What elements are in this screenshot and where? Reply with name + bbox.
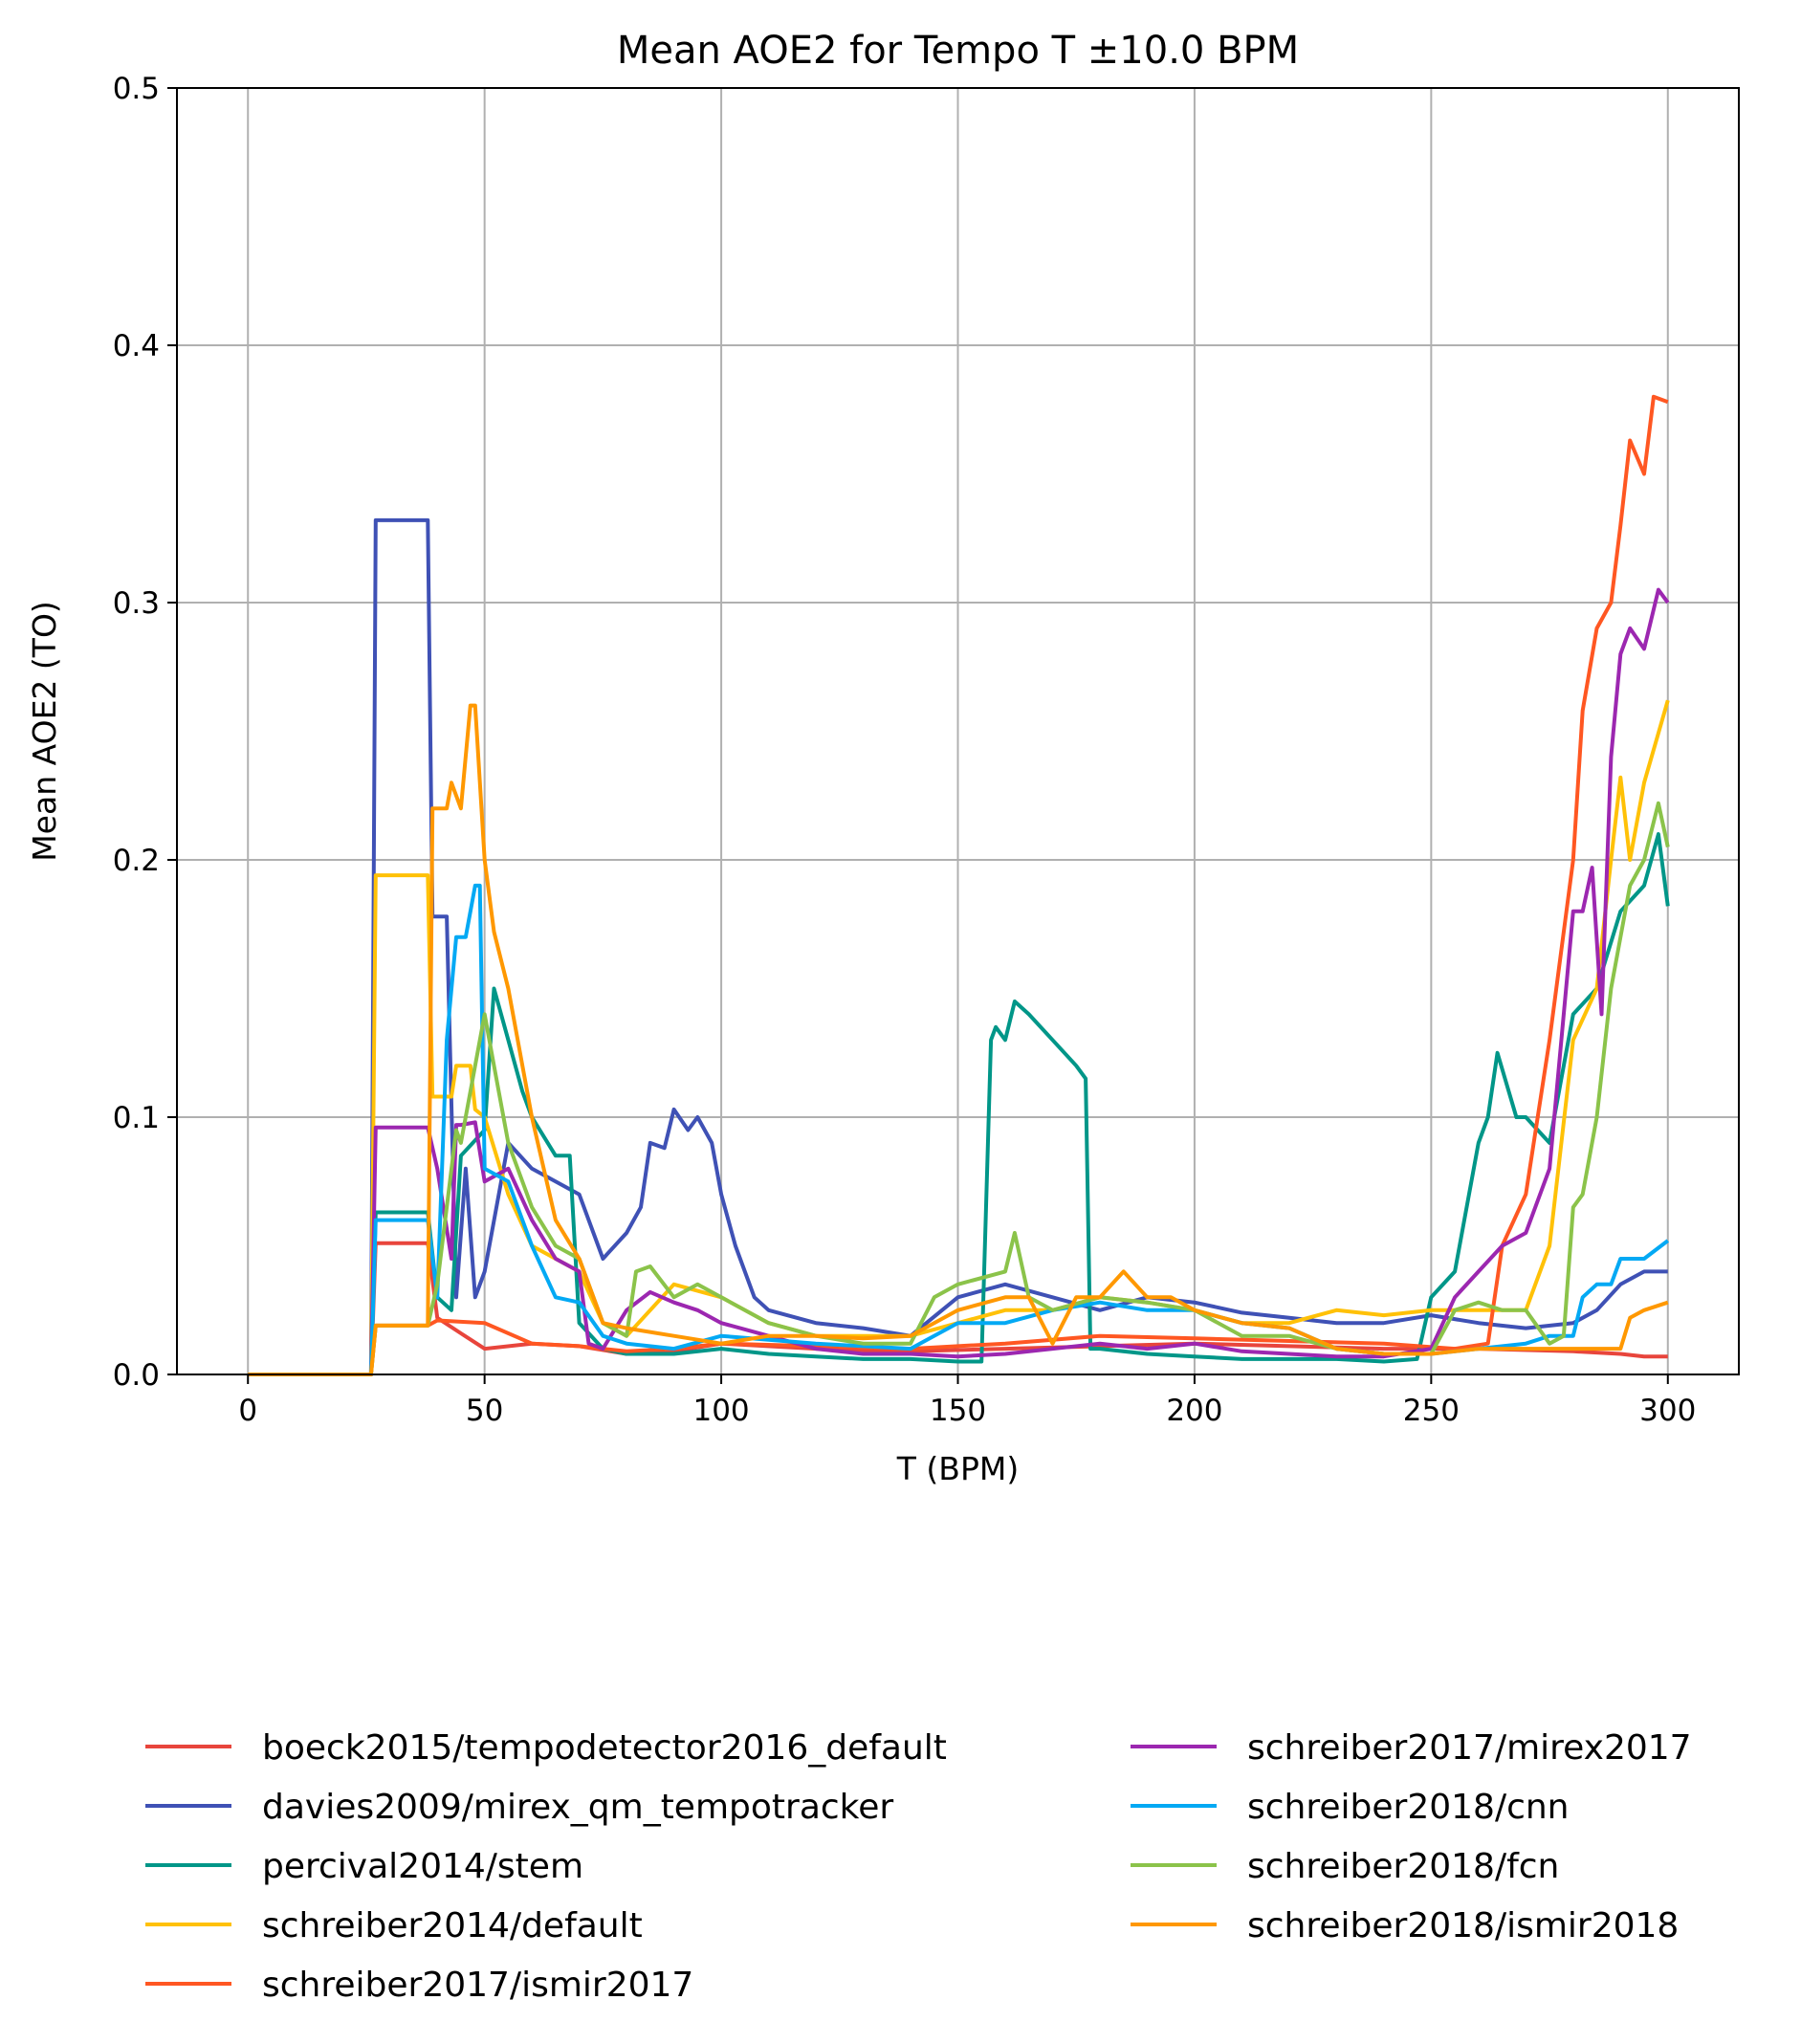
series-line-7: [248, 883, 1670, 1376]
x-tick-label: 0: [238, 1394, 257, 1428]
x-tick-label: 200: [1166, 1394, 1222, 1428]
x-tick-label: 300: [1639, 1394, 1696, 1428]
x-tick-label: 50: [466, 1394, 503, 1428]
chart-title: Mean AOE2 for Tempo T ±10.0 BPM: [617, 29, 1299, 73]
series-line-5: [248, 394, 1669, 1376]
legend-label: schreiber2018/cnn: [1247, 1788, 1570, 1827]
series-lines: [248, 394, 1670, 1376]
legend-label: schreiber2014/default: [262, 1906, 643, 1945]
y-tick-label: 0.3: [113, 586, 160, 621]
legend-label: schreiber2017/mirex2017: [1247, 1728, 1692, 1768]
y-axis-label: Mean AOE2 (TO): [26, 601, 63, 862]
legend-label: boeck2015/tempodetector2016_default: [262, 1728, 947, 1768]
y-tick-label: 0.5: [113, 72, 160, 106]
legend-label: davies2009/mirex_qm_tempotracker: [262, 1788, 893, 1827]
x-tick-label: 250: [1403, 1394, 1460, 1428]
legend-label: schreiber2018/fcn: [1247, 1847, 1559, 1886]
series-line-9: [248, 703, 1669, 1376]
legend-label: percival2014/stem: [262, 1847, 583, 1886]
series-line-6: [248, 587, 1670, 1376]
y-tick-label: 0.1: [113, 1101, 160, 1135]
y-tick-label: 0.2: [113, 844, 160, 878]
x-tick-label: 100: [692, 1394, 749, 1428]
x-tick-label: 150: [930, 1394, 986, 1428]
axis-ticks: 0 50 100 150 200 250 300 0.0 0.1 0.2 0.3 0.4 0.5: [113, 72, 1697, 1428]
series-line-8: [248, 801, 1670, 1376]
legend-label: schreiber2018/ismir2018: [1247, 1906, 1679, 1945]
y-tick-label: 0.4: [113, 329, 160, 363]
series-line-3: [248, 832, 1670, 1376]
series-line-2: [248, 517, 1668, 1376]
y-tick-label: 0.0: [113, 1358, 160, 1393]
x-axis-label: T (BPM): [896, 1450, 1019, 1487]
legend: boeck2015/tempodetector2016_defaultdavie…: [145, 1728, 1692, 2005]
legend-label: schreiber2017/ismir2017: [262, 1966, 693, 2005]
